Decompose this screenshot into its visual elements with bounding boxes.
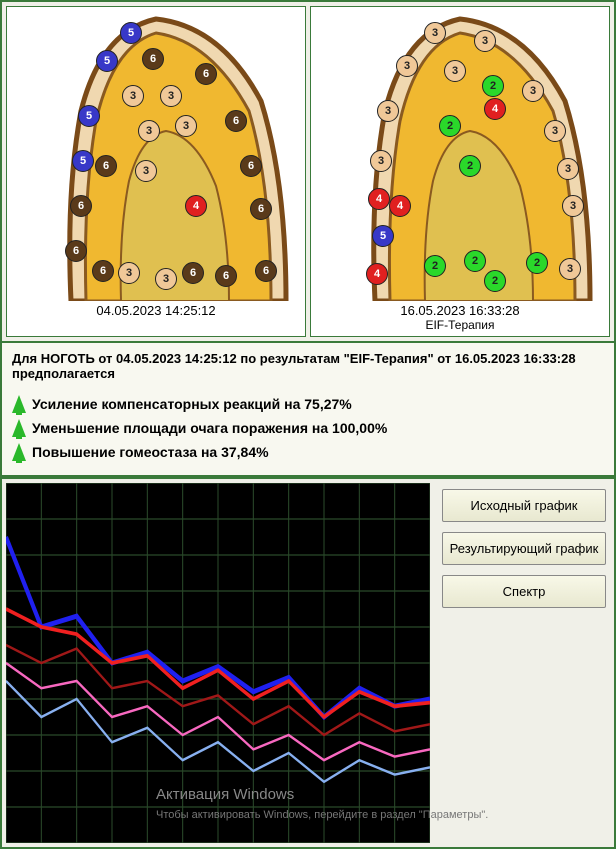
summary-line-2: Уменьшение площади очага поражения на 10… (12, 419, 604, 437)
marker-3: 3 (377, 100, 399, 122)
marker-6: 6 (92, 260, 114, 282)
marker-6: 6 (215, 265, 237, 287)
marker-6: 6 (182, 262, 204, 284)
summary-header: Для НОГОТЬ от 04.05.2023 14:25:12 по рез… (12, 351, 604, 381)
marker-3: 3 (474, 30, 496, 52)
marker-6: 6 (142, 48, 164, 70)
marker-5: 5 (78, 105, 100, 127)
marker-3: 3 (522, 80, 544, 102)
arrow-up-icon (12, 395, 26, 413)
arrow-up-icon (12, 419, 26, 437)
summary-line-3: Повышение гомеостаза на 37,84% (12, 443, 604, 461)
summary-line-1: Усиление компенсаторных реакций на 75,27… (12, 395, 604, 413)
marker-6: 6 (95, 155, 117, 177)
marker-3: 3 (118, 262, 140, 284)
marker-3: 3 (370, 150, 392, 172)
result-chart-button[interactable]: Результирующий график (442, 532, 606, 565)
marker-6: 6 (70, 195, 92, 217)
nail-diagram-right: 33332334233234435422223 (315, 11, 605, 301)
marker-3: 3 (424, 22, 446, 44)
marker-2: 2 (424, 255, 446, 277)
caption-right: 16.05.2023 16:33:28 (400, 303, 519, 318)
marker-2: 2 (439, 115, 461, 137)
image-panel-right: 33332334233234435422223 16.05.2023 16:33… (310, 6, 610, 337)
main-container: 556633533656366466633666 04.05.2023 14:2… (0, 0, 616, 849)
marker-3: 3 (122, 85, 144, 107)
buttons-panel: Исходный график Результирующий график Сп… (434, 479, 614, 847)
marker-6: 6 (255, 260, 277, 282)
marker-3: 3 (544, 120, 566, 142)
marker-6: 6 (195, 63, 217, 85)
marker-3: 3 (175, 115, 197, 137)
chart-panel: Активация WindowsЧтобы активировать Wind… (6, 483, 430, 843)
marker-2: 2 (526, 252, 548, 274)
source-chart-button[interactable]: Исходный график (442, 489, 606, 522)
marker-3: 3 (559, 258, 581, 280)
caption-left: 04.05.2023 14:25:12 (96, 303, 215, 318)
spectrum-button[interactable]: Спектр (442, 575, 606, 608)
marker-3: 3 (557, 158, 579, 180)
marker-6: 6 (240, 155, 262, 177)
images-row: 556633533656366466633666 04.05.2023 14:2… (2, 2, 614, 343)
marker-3: 3 (160, 85, 182, 107)
marker-3: 3 (396, 55, 418, 77)
chart-row: Активация WindowsЧтобы активировать Wind… (2, 477, 614, 847)
subcaption-right: EIF-Терапия (425, 318, 494, 332)
marker-2: 2 (459, 155, 481, 177)
marker-3: 3 (138, 120, 160, 142)
marker-4: 4 (389, 195, 411, 217)
marker-2: 2 (484, 270, 506, 292)
marker-5: 5 (372, 225, 394, 247)
marker-3: 3 (444, 60, 466, 82)
summary-text-3: Повышение гомеостаза на 37,84% (32, 444, 269, 460)
arrow-up-icon (12, 443, 26, 461)
summary-text-2: Уменьшение площади очага поражения на 10… (32, 420, 387, 436)
nail-diagram-left: 556633533656366466633666 (11, 11, 301, 301)
marker-3: 3 (155, 268, 177, 290)
marker-4: 4 (366, 263, 388, 285)
marker-2: 2 (482, 75, 504, 97)
marker-4: 4 (484, 98, 506, 120)
marker-4: 4 (368, 188, 390, 210)
marker-6: 6 (250, 198, 272, 220)
marker-5: 5 (72, 150, 94, 172)
summary-text-1: Усиление компенсаторных реакций на 75,27… (32, 396, 352, 412)
marker-3: 3 (135, 160, 157, 182)
marker-5: 5 (120, 22, 142, 44)
summary-panel: Для НОГОТЬ от 04.05.2023 14:25:12 по рез… (2, 343, 614, 477)
image-panel-left: 556633533656366466633666 04.05.2023 14:2… (6, 6, 306, 337)
marker-4: 4 (185, 195, 207, 217)
marker-2: 2 (464, 250, 486, 272)
marker-6: 6 (225, 110, 247, 132)
marker-3: 3 (562, 195, 584, 217)
marker-5: 5 (96, 50, 118, 72)
marker-6: 6 (65, 240, 87, 262)
